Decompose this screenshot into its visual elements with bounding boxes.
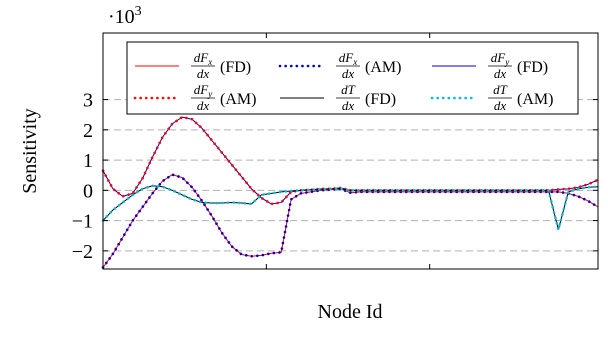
legend-denominator: dx xyxy=(197,66,210,81)
legend-denominator: dx xyxy=(342,98,355,113)
legend-numerator: dFx xyxy=(339,50,357,67)
y-tick-label: 1 xyxy=(83,150,93,172)
legend-suffix: (FD) xyxy=(365,91,396,108)
x-axis-label: Node Id xyxy=(318,301,383,323)
grid-layer xyxy=(103,99,598,252)
series-line-5 xyxy=(101,184,600,231)
legend-numerator: dFy xyxy=(194,82,212,99)
legend-numerator: dT xyxy=(341,82,356,97)
y-axis-label: Sensitivity xyxy=(19,108,41,194)
legend-denominator: dx xyxy=(342,66,355,81)
y-tick-label: 0 xyxy=(83,180,93,202)
legend-numerator: dFx xyxy=(194,50,212,67)
legend-suffix: (FD) xyxy=(220,59,251,76)
legend-denominator: dx xyxy=(494,98,507,113)
y-multiplier: ·103 xyxy=(108,4,142,28)
legend-numerator: dFy xyxy=(491,50,509,67)
legend-numerator: dT xyxy=(493,82,508,97)
series-line-1 xyxy=(101,173,600,269)
legend-box xyxy=(126,41,579,115)
legend-denominator: dx xyxy=(197,98,210,113)
legend-denominator: dx xyxy=(494,66,507,81)
plot-frame xyxy=(102,32,599,270)
series-layer xyxy=(101,115,600,269)
legend-suffix: (AM) xyxy=(365,59,401,76)
y-tick-label: −1 xyxy=(72,211,93,233)
tick-layer: −2 −1 0 1 2 3 xyxy=(72,33,599,269)
y-tick-label: −2 xyxy=(72,241,93,263)
legend-suffix: (AM) xyxy=(517,91,553,108)
legend-suffix: (AM) xyxy=(220,91,256,108)
y-tick-label: 3 xyxy=(83,90,93,112)
y-tick-label: 2 xyxy=(83,120,93,142)
legend-suffix: (FD) xyxy=(517,59,548,76)
y-multiplier-exponent: 3 xyxy=(135,4,142,19)
